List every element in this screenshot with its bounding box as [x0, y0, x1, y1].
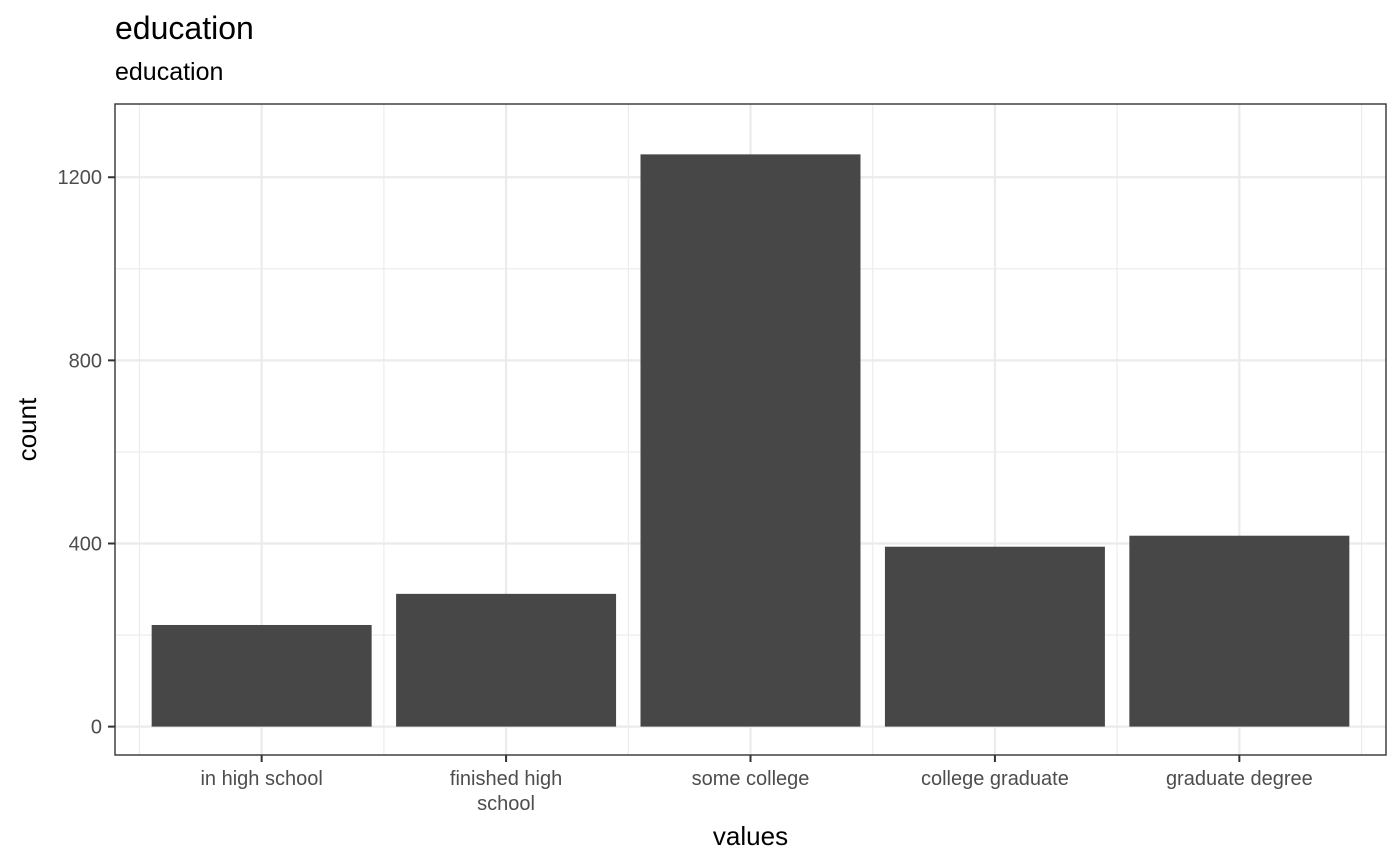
bar	[151, 624, 372, 727]
bar	[884, 546, 1105, 727]
x-axis: in high school finished high school some co…	[200, 755, 1313, 815]
x-tick-label: some college	[692, 768, 810, 790]
y-tick-label: 400	[69, 533, 102, 555]
x-tick-label: college graduate	[921, 768, 1069, 790]
bar	[1129, 535, 1350, 727]
y-axis-title: count	[12, 397, 42, 461]
chart-title: education	[115, 10, 254, 46]
bars	[151, 154, 1350, 727]
x-tick-label: in high school	[200, 768, 322, 790]
chart-subtitle: education	[115, 58, 224, 86]
y-tick-label: 800	[69, 350, 102, 372]
y-tick-label: 0	[91, 717, 102, 739]
y-axis: 0 400 800 1200	[58, 167, 115, 739]
x-tick-label: graduate degree	[1166, 768, 1313, 790]
x-axis-title: values	[713, 821, 788, 851]
x-tick-label: finished high school	[450, 768, 562, 815]
bar	[396, 593, 617, 727]
y-tick-label: 1200	[58, 167, 103, 189]
bar	[640, 154, 861, 727]
